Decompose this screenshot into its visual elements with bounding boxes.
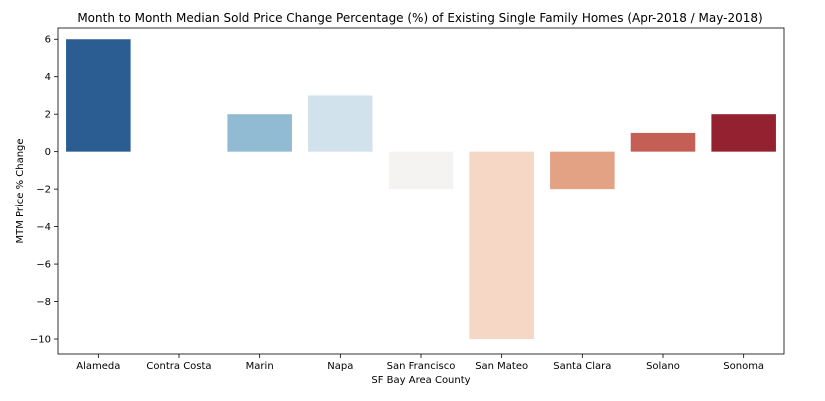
x-tick-label: Santa Clara (553, 361, 611, 372)
x-tick-label: San Mateo (475, 361, 528, 372)
x-tick-label: San Francisco (387, 361, 456, 372)
y-tick-label: −2 (36, 185, 51, 196)
x-tick-label: Marin (246, 361, 274, 372)
x-axis-label: SF Bay Area County (371, 375, 470, 386)
y-axis-label: MTM Price % Change (15, 138, 26, 243)
bar-san-francisco (388, 151, 454, 190)
bar-marin (227, 114, 292, 152)
chart-title: Month to Month Median Sold Price Change … (77, 11, 762, 25)
x-tick-label: Alameda (76, 361, 120, 372)
x-tick-label: Napa (327, 361, 353, 372)
y-tick-label: 0 (45, 147, 51, 158)
plot-frame (57, 27, 785, 355)
y-tick-label: −10 (30, 335, 51, 346)
x-tick-label: Solano (646, 361, 680, 372)
y-tick-label: 6 (45, 35, 51, 46)
y-tick-label: 4 (45, 72, 51, 83)
bar-santa-clara (550, 151, 615, 190)
y-tick-label: −6 (36, 260, 51, 271)
y-tick-label: 2 (45, 110, 51, 121)
bar-napa (308, 95, 373, 152)
bar-alameda (66, 39, 131, 152)
plot-area: −10 −8 −6 −4 −2 0 2 4 6 Alameda Contra Costa Marin N… (30, 35, 776, 372)
bar-sonoma (711, 114, 776, 152)
bar-solano (630, 132, 696, 152)
x-tick-label: Sonoma (723, 361, 764, 372)
bar-san-mateo (469, 151, 534, 340)
x-tick-label: Contra Costa (146, 361, 211, 372)
y-tick-label: −8 (36, 297, 51, 308)
y-tick-label: −4 (36, 222, 51, 233)
